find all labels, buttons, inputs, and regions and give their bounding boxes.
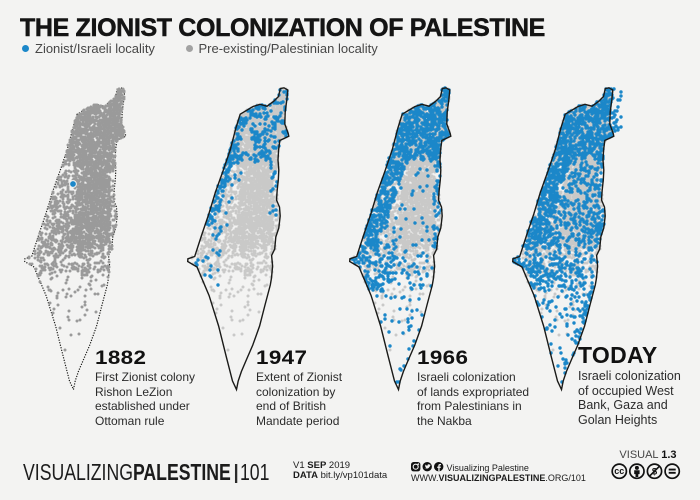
svg-text:cc: cc (614, 466, 624, 476)
